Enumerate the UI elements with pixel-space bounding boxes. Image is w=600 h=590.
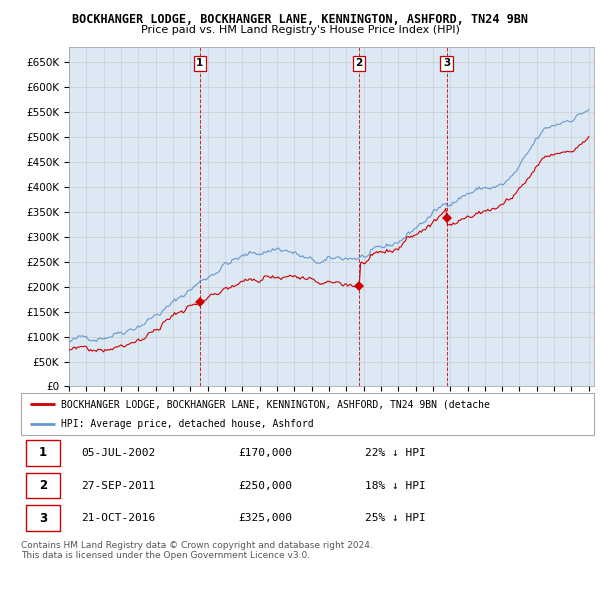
Text: 3: 3: [39, 512, 47, 525]
Text: 2: 2: [356, 58, 363, 68]
Text: 27-SEP-2011: 27-SEP-2011: [81, 480, 155, 490]
Text: £325,000: £325,000: [239, 513, 293, 523]
Text: £170,000: £170,000: [239, 448, 293, 458]
Text: 18% ↓ HPI: 18% ↓ HPI: [365, 480, 425, 490]
Text: 1: 1: [196, 58, 203, 68]
Text: 2: 2: [39, 479, 47, 492]
FancyBboxPatch shape: [26, 473, 60, 498]
Text: 25% ↓ HPI: 25% ↓ HPI: [365, 513, 425, 523]
Text: 1: 1: [39, 447, 47, 460]
Text: Contains HM Land Registry data © Crown copyright and database right 2024.
This d: Contains HM Land Registry data © Crown c…: [21, 541, 373, 560]
Text: 3: 3: [443, 58, 451, 68]
Text: 21-OCT-2016: 21-OCT-2016: [81, 513, 155, 523]
FancyBboxPatch shape: [26, 506, 60, 531]
Text: BOCKHANGER LODGE, BOCKHANGER LANE, KENNINGTON, ASHFORD, TN24 9BN (detache: BOCKHANGER LODGE, BOCKHANGER LANE, KENNI…: [61, 399, 490, 409]
Text: £250,000: £250,000: [239, 480, 293, 490]
FancyBboxPatch shape: [21, 393, 594, 435]
Text: BOCKHANGER LODGE, BOCKHANGER LANE, KENNINGTON, ASHFORD, TN24 9BN: BOCKHANGER LODGE, BOCKHANGER LANE, KENNI…: [72, 13, 528, 26]
Text: 05-JUL-2002: 05-JUL-2002: [81, 448, 155, 458]
FancyBboxPatch shape: [26, 440, 60, 466]
Text: 22% ↓ HPI: 22% ↓ HPI: [365, 448, 425, 458]
Text: Price paid vs. HM Land Registry's House Price Index (HPI): Price paid vs. HM Land Registry's House …: [140, 25, 460, 35]
Text: HPI: Average price, detached house, Ashford: HPI: Average price, detached house, Ashf…: [61, 419, 314, 429]
